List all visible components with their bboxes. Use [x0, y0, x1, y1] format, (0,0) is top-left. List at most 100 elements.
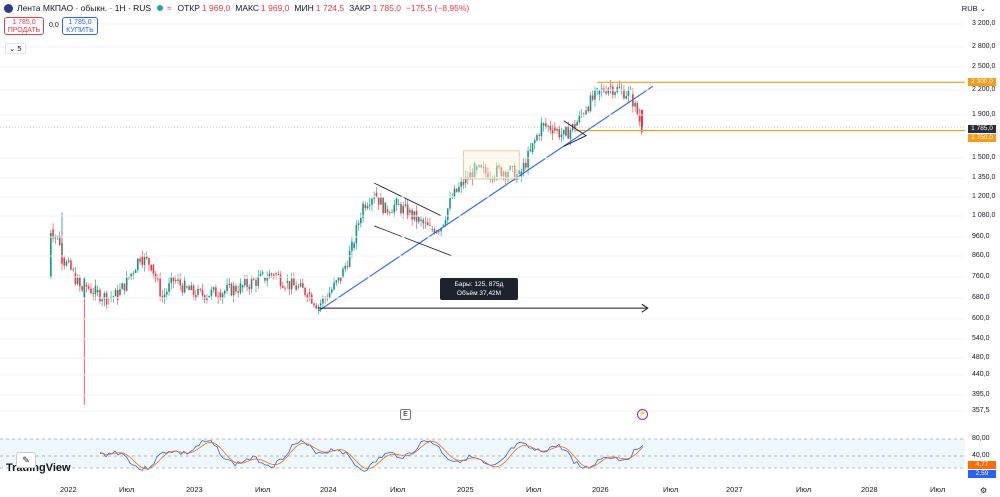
candle [52, 229, 54, 239]
price-axis-label: 440,0 [972, 371, 990, 378]
high-value: 1 969,0 [261, 3, 290, 13]
candle [199, 288, 202, 290]
candle [562, 129, 565, 135]
currency-selector[interactable]: RUB ⌄ [961, 4, 986, 13]
candle [132, 272, 135, 274]
candle [137, 258, 139, 270]
candle [286, 281, 289, 283]
candle [442, 224, 445, 226]
candle [105, 293, 108, 305]
candle [181, 285, 184, 293]
price-axis-label: 1 900,0 [972, 111, 996, 118]
candle [475, 166, 478, 170]
candle [393, 204, 396, 213]
candle [580, 113, 583, 115]
candle [337, 277, 340, 281]
stoch-d-line [99, 440, 644, 470]
candle [92, 293, 95, 295]
candle [50, 253, 52, 278]
candle [302, 283, 304, 288]
symbol-title[interactable]: Лента МКПАО · обыкн. · 1Н · RUS [17, 3, 152, 13]
range-box [463, 150, 520, 180]
price-axis-label: 357,5 [972, 407, 990, 414]
candle [328, 292, 331, 299]
candle [103, 293, 106, 300]
symbol-header[interactable]: Лента МКПАО · обыкн. · 1Н · RUS ≈ ОТКР 1… [4, 3, 474, 13]
candle [277, 274, 280, 275]
candle [264, 277, 266, 281]
candle [152, 264, 155, 274]
candle [317, 306, 320, 309]
candle [250, 279, 253, 289]
candle [257, 276, 260, 286]
candle [313, 303, 315, 306]
candle [455, 188, 458, 192]
candle [94, 285, 97, 295]
trend-line [318, 85, 654, 312]
candle [333, 282, 335, 290]
time-axis-label: 2024 [320, 485, 337, 494]
candle [81, 286, 83, 291]
candle [192, 285, 195, 295]
earnings-marker[interactable]: E [400, 409, 411, 420]
candle [368, 204, 371, 206]
candle [554, 127, 556, 131]
candle [549, 125, 552, 131]
sell-button[interactable]: 1 785,0 ПРОДАТЬ [4, 17, 44, 35]
candle [70, 260, 72, 270]
price-axis-label: 2 200,0 [972, 86, 996, 93]
candle [389, 212, 391, 214]
pencil-icon[interactable]: ✎ [16, 452, 36, 468]
candle [375, 192, 378, 198]
buy-price: 1 785,0 [68, 19, 92, 26]
candle [342, 268, 344, 278]
candle [520, 171, 523, 177]
candle [197, 288, 199, 295]
candle [268, 273, 271, 279]
candle [353, 243, 355, 248]
candle [357, 223, 360, 226]
candle [101, 299, 103, 302]
time-axis-label: 2023 [186, 485, 203, 494]
gear-icon[interactable]: ⚙ [980, 486, 988, 495]
candle [384, 202, 387, 213]
price-axis-label: 1 200,0 [972, 193, 996, 200]
collapse-indicators-button[interactable]: ⌄ 5 [5, 43, 26, 54]
candle [304, 287, 306, 295]
buy-button[interactable]: 1 785,0 КУПИТЬ [62, 17, 98, 35]
candle [58, 236, 61, 245]
candle [538, 135, 541, 137]
candle [348, 251, 351, 267]
candle [411, 210, 413, 220]
candle [527, 150, 529, 168]
candle [540, 122, 543, 137]
candle [96, 289, 99, 293]
candle [464, 176, 467, 184]
candle [511, 165, 514, 167]
candle [116, 289, 119, 300]
candle [183, 280, 186, 293]
candle [638, 114, 641, 122]
candle [473, 163, 476, 179]
price-axis-label: 600,0 [972, 315, 990, 322]
candle [161, 296, 164, 298]
candle [484, 167, 487, 173]
candle [529, 149, 532, 151]
drawing-overlays [318, 81, 965, 313]
candle [295, 285, 297, 291]
price-axis-label: 3 200,0 [972, 20, 996, 27]
candle [627, 90, 630, 97]
event-flash-icon[interactable]: ⚡ [637, 409, 648, 420]
time-axis-label: 2028 [861, 485, 878, 494]
candle [206, 297, 208, 300]
candle [380, 197, 382, 205]
candle [159, 278, 161, 297]
candle [536, 135, 538, 141]
candle [513, 165, 516, 181]
candle [261, 272, 264, 274]
candle [235, 285, 237, 292]
candle [79, 277, 81, 287]
buy-label: КУПИТЬ [66, 27, 94, 34]
open-value: 1 969,0 [201, 3, 231, 13]
